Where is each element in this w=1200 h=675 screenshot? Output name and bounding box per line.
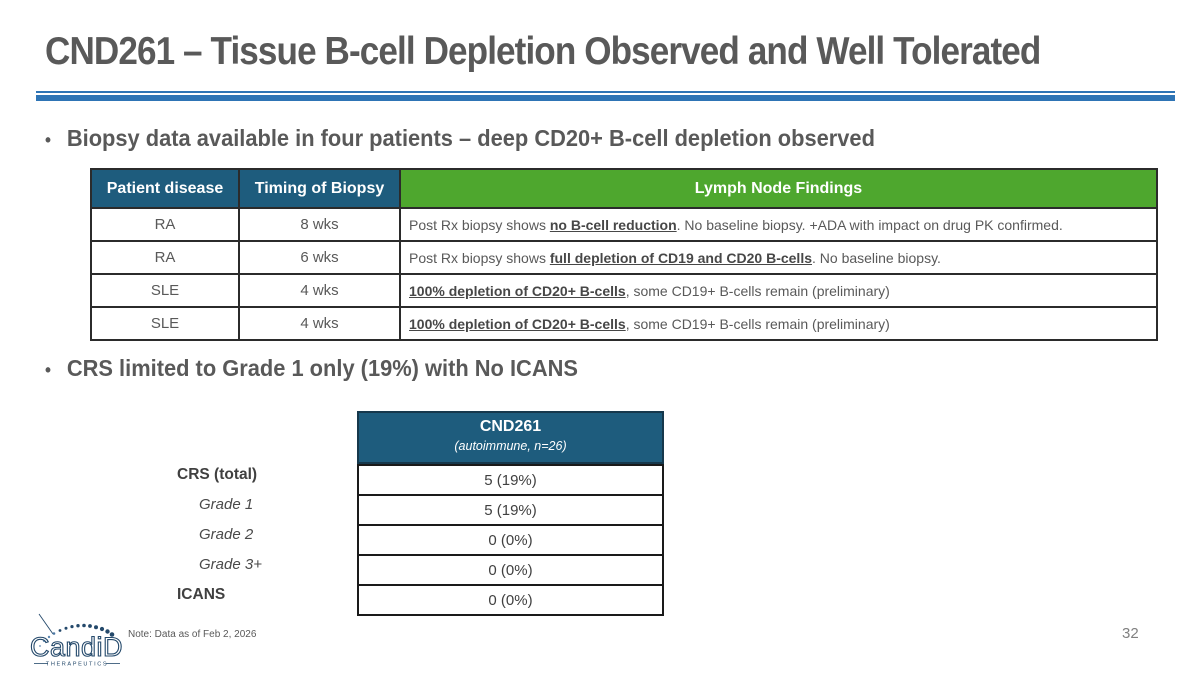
- title-divider-thick: [36, 95, 1175, 101]
- col-header-findings: Lymph Node Findings: [399, 168, 1158, 209]
- crs-table-body: 5 (19%) 5 (19%) 0 (0%) 0 (0%) 0 (0%): [357, 464, 664, 616]
- bullet-crs-text: CRS limited to Grade 1 only (19%) with N…: [66, 355, 578, 381]
- table-row: RA 8 wks Post Rx biopsy shows no B-cell …: [90, 207, 1158, 242]
- crs-header-subtitle: (autoimmune, n=26): [454, 439, 567, 453]
- logo-wordmark: CandiD: [30, 632, 123, 662]
- table-row: 5 (19%): [357, 494, 664, 526]
- crs-value-total: 5 (19%): [357, 464, 664, 496]
- cell-disease: SLE: [90, 306, 240, 341]
- table-row: 0 (0%): [357, 554, 664, 586]
- page-number: 32: [1122, 625, 1139, 642]
- biopsy-table-header-row: Patient disease Timing of Biopsy Lymph N…: [90, 168, 1158, 209]
- crs-value-icans: 0 (0%): [357, 584, 664, 616]
- page-title: CND261 – Tissue B-cell Depletion Observe…: [45, 30, 1041, 73]
- logo-needle-line: [38, 613, 54, 635]
- crs-label-total: CRS (total): [177, 466, 258, 483]
- table-row: RA 6 wks Post Rx biopsy shows full deple…: [90, 240, 1158, 275]
- logo-dotted-arc: [39, 623, 115, 647]
- bullet-icon: •: [45, 360, 51, 380]
- col-header-timing: Timing of Biopsy: [238, 168, 401, 209]
- cell-disease: SLE: [90, 273, 240, 308]
- cell-timing: 4 wks: [238, 273, 401, 308]
- crs-label-grade2: Grade 2: [199, 526, 254, 543]
- biopsy-table: Patient disease Timing of Biopsy Lymph N…: [90, 168, 1158, 341]
- footnote: Note: Data as of Feb 2, 2026: [128, 629, 257, 640]
- cell-findings: 100% depletion of CD20+ B-cells, some CD…: [399, 273, 1158, 308]
- cell-disease: RA: [90, 207, 240, 242]
- bullet-biopsy-text: Biopsy data available in four patients –…: [66, 125, 875, 151]
- table-row: SLE 4 wks 100% depletion of CD20+ B-cell…: [90, 306, 1158, 341]
- bullet-biopsy: • Biopsy data available in four patients…: [45, 125, 875, 152]
- candid-therapeutics-logo: CandiD THERAPEUTICS: [29, 613, 123, 668]
- cell-findings: Post Rx biopsy shows full depletion of C…: [399, 240, 1158, 275]
- table-row: 5 (19%): [357, 464, 664, 496]
- col-header-patient-disease: Patient disease: [90, 168, 240, 209]
- crs-value-grade3: 0 (0%): [357, 554, 664, 586]
- table-row: 0 (0%): [357, 584, 664, 616]
- bullet-crs: • CRS limited to Grade 1 only (19%) with…: [45, 355, 578, 382]
- crs-row-labels: CRS (total) Grade 1 Grade 2 Grade 3+ ICA…: [177, 460, 357, 610]
- cell-findings: Post Rx biopsy shows no B-cell reduction…: [399, 207, 1158, 242]
- cell-findings: 100% depletion of CD20+ B-cells, some CD…: [399, 306, 1158, 341]
- crs-table: CND261 (autoimmune, n=26) 5 (19%) 5 (19%…: [357, 411, 664, 616]
- crs-value-grade2: 0 (0%): [357, 524, 664, 556]
- table-row: 0 (0%): [357, 524, 664, 556]
- title-divider-thin: [36, 91, 1175, 93]
- cell-timing: 6 wks: [238, 240, 401, 275]
- cell-timing: 4 wks: [238, 306, 401, 341]
- crs-label-icans: ICANS: [177, 586, 226, 603]
- crs-value-grade1: 5 (19%): [357, 494, 664, 526]
- cell-timing: 8 wks: [238, 207, 401, 242]
- crs-label-grade3: Grade 3+: [199, 556, 262, 573]
- crs-label-grade1: Grade 1: [199, 496, 254, 513]
- crs-table-header: CND261 (autoimmune, n=26): [357, 411, 664, 464]
- bullet-icon: •: [45, 130, 51, 150]
- logo-subtitle: THERAPEUTICS: [46, 662, 108, 668]
- cell-disease: RA: [90, 240, 240, 275]
- table-row: SLE 4 wks 100% depletion of CD20+ B-cell…: [90, 273, 1158, 308]
- crs-header-title: CND261: [479, 418, 542, 435]
